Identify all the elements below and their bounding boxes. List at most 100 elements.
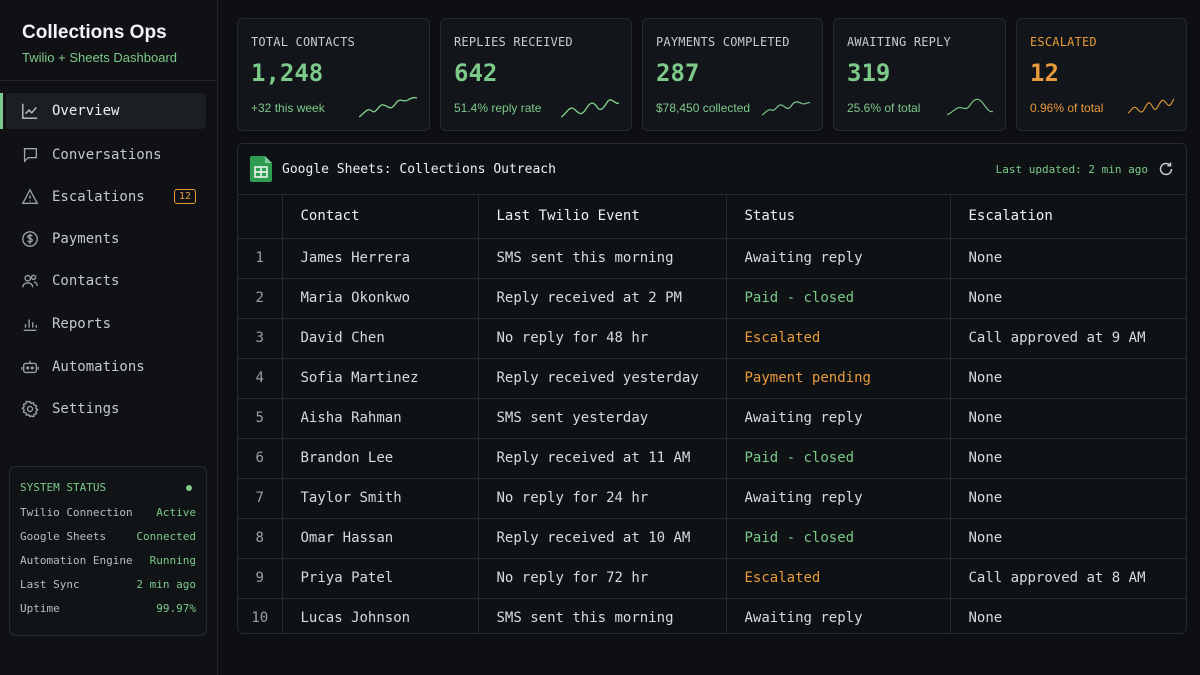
stat-subtext: 0.96% of total xyxy=(1030,101,1104,115)
sidebar-item-contacts[interactable]: Contacts xyxy=(6,263,206,299)
sidebar-item-escalations[interactable]: Escalations 12 xyxy=(6,179,206,215)
status-cell[interactable]: Escalated xyxy=(726,558,951,599)
table-row[interactable]: 8 Omar Hassan Reply received at 10 AM Paid … xyxy=(238,518,1186,559)
contact-cell[interactable]: Sofia Martinez xyxy=(282,358,479,399)
table-row[interactable]: 2 Maria Okonkwo Reply received at 2 PM Paid… xyxy=(238,278,1186,319)
status-cell[interactable]: Awaiting reply xyxy=(726,598,951,633)
event-cell[interactable]: SMS sent this morning xyxy=(478,238,727,279)
sidebar-item-label: Settings xyxy=(52,401,120,417)
row-number[interactable]: 1 xyxy=(238,238,283,279)
contact-cell[interactable]: Aisha Rahman xyxy=(282,398,479,439)
escalation-cell[interactable]: Call approved at 9 AM xyxy=(950,318,1186,359)
stat-card-escalated[interactable]: ESCALATED 12 0.96% of total xyxy=(1016,18,1187,131)
stat-label: AWAITING REPLY xyxy=(847,35,951,49)
status-cell[interactable]: Awaiting reply xyxy=(726,238,951,279)
stat-subtext: +32 this week xyxy=(251,101,325,115)
table-row[interactable]: 4 Sofia Martinez Reply received yesterday P… xyxy=(238,358,1186,399)
row-number[interactable]: 7 xyxy=(238,478,283,519)
status-cell[interactable]: Escalated xyxy=(726,318,951,359)
event-cell[interactable]: SMS sent this morning xyxy=(478,598,727,633)
stat-subtext: $78,450 collected xyxy=(656,101,751,115)
escalation-cell[interactable]: None xyxy=(950,238,1186,279)
status-cell[interactable]: Paid - closed xyxy=(726,438,951,479)
sidebar-item-conversations[interactable]: Conversations xyxy=(6,137,206,173)
sidebar-item-payments[interactable]: Payments xyxy=(6,221,206,257)
table-row[interactable]: 10 Lucas Johnson SMS sent this morning Awai… xyxy=(238,598,1186,633)
column-header-escalation[interactable]: Escalation xyxy=(950,195,1186,239)
event-cell[interactable]: SMS sent yesterday xyxy=(478,398,727,439)
table-header-row: Contact Last Twilio Event Status Escalat… xyxy=(238,195,1186,239)
column-header-status[interactable]: Status xyxy=(726,195,951,239)
event-cell[interactable]: Reply received at 10 AM xyxy=(478,518,727,559)
escalation-cell[interactable]: None xyxy=(950,278,1186,319)
column-header-event[interactable]: Last Twilio Event xyxy=(478,195,727,239)
table-row[interactable]: 5 Aisha Rahman SMS sent yesterday Awaiting … xyxy=(238,398,1186,439)
contact-cell[interactable]: Maria Okonkwo xyxy=(282,278,479,319)
stat-card-replies-received[interactable]: REPLIES RECEIVED 642 51.4% reply rate xyxy=(440,18,632,131)
stat-card-total-contacts[interactable]: TOTAL CONTACTS 1,248 +32 this week xyxy=(237,18,430,131)
stat-label: TOTAL CONTACTS xyxy=(251,35,355,49)
status-value: Active xyxy=(156,506,196,519)
event-cell[interactable]: No reply for 48 hr xyxy=(478,318,727,359)
sidebar-item-reports[interactable]: Reports xyxy=(6,306,206,342)
event-cell[interactable]: Reply received at 2 PM xyxy=(478,278,727,319)
contact-cell[interactable]: Taylor Smith xyxy=(282,478,479,519)
sparkline-icon xyxy=(947,98,993,116)
robot-icon xyxy=(20,357,40,377)
warning-triangle-icon xyxy=(20,187,40,207)
status-cell[interactable]: Awaiting reply xyxy=(726,398,951,439)
row-number[interactable]: 8 xyxy=(238,518,283,559)
table-row[interactable]: 6 Brandon Lee Reply received at 11 AM Paid … xyxy=(238,438,1186,479)
status-cell[interactable]: Paid - closed xyxy=(726,518,951,559)
event-cell[interactable]: Reply received yesterday xyxy=(478,358,727,399)
sheet-title: Google Sheets: Collections Outreach xyxy=(282,161,556,177)
status-cell[interactable]: Paid - closed xyxy=(726,278,951,319)
stat-card-payments-completed[interactable]: PAYMENTS COMPLETED 287 $78,450 collected xyxy=(642,18,823,131)
sidebar-item-overview[interactable]: Overview xyxy=(0,93,206,129)
app-title: Collections Ops xyxy=(22,22,167,43)
sidebar-item-label: Payments xyxy=(52,231,120,247)
row-number[interactable]: 6 xyxy=(238,438,283,479)
table-row[interactable]: 3 David Chen No reply for 48 hr Escalated Ca… xyxy=(238,318,1186,359)
stat-value: 1,248 xyxy=(251,59,324,87)
status-row: Last Sync 2 min ago xyxy=(20,578,196,591)
status-cell[interactable]: Payment pending xyxy=(726,358,951,399)
escalation-cell[interactable]: None xyxy=(950,438,1186,479)
table-row[interactable]: 1 James Herrera SMS sent this morning Await… xyxy=(238,238,1186,279)
event-cell[interactable]: No reply for 72 hr xyxy=(478,558,727,599)
escalation-cell[interactable]: Call approved at 8 AM xyxy=(950,558,1186,599)
status-cell[interactable]: Awaiting reply xyxy=(726,478,951,519)
escalations-count-badge: 12 xyxy=(173,189,196,204)
sidebar-item-settings[interactable]: Settings xyxy=(6,391,206,427)
column-header-contact[interactable]: Contact xyxy=(282,195,479,239)
escalation-cell[interactable]: None xyxy=(950,358,1186,399)
row-number[interactable]: 2 xyxy=(238,278,283,319)
stat-value: 319 xyxy=(847,59,891,87)
contact-cell[interactable]: James Herrera xyxy=(282,238,479,279)
status-row: Uptime 99.97% xyxy=(20,602,196,615)
contact-cell[interactable]: Lucas Johnson xyxy=(282,598,479,633)
escalation-cell[interactable]: None xyxy=(950,518,1186,559)
escalation-cell[interactable]: None xyxy=(950,598,1186,633)
stat-card-awaiting-reply[interactable]: AWAITING REPLY 319 25.6% of total xyxy=(833,18,1006,131)
row-number[interactable]: 4 xyxy=(238,358,283,399)
contact-cell[interactable]: Omar Hassan xyxy=(282,518,479,559)
escalation-cell[interactable]: None xyxy=(950,398,1186,439)
contact-cell[interactable]: Brandon Lee xyxy=(282,438,479,479)
row-number[interactable]: 9 xyxy=(238,558,283,599)
row-number[interactable]: 10 xyxy=(238,598,283,633)
sidebar-item-automations[interactable]: Automations xyxy=(6,349,206,385)
refresh-icon[interactable] xyxy=(1158,161,1174,177)
event-cell[interactable]: Reply received at 11 AM xyxy=(478,438,727,479)
row-number[interactable]: 3 xyxy=(238,318,283,359)
table-row[interactable]: 7 Taylor Smith No reply for 24 hr Awaiting … xyxy=(238,478,1186,519)
escalation-cell[interactable]: None xyxy=(950,478,1186,519)
row-number[interactable]: 5 xyxy=(238,398,283,439)
status-value: 2 min ago xyxy=(136,578,196,591)
status-value: 99.97% xyxy=(156,602,196,615)
sidebar: Collections Ops Twilio + Sheets Dashboar… xyxy=(0,0,218,675)
contact-cell[interactable]: Priya Patel xyxy=(282,558,479,599)
table-row[interactable]: 9 Priya Patel No reply for 72 hr Escalated C… xyxy=(238,558,1186,599)
contact-cell[interactable]: David Chen xyxy=(282,318,479,359)
event-cell[interactable]: No reply for 24 hr xyxy=(478,478,727,519)
